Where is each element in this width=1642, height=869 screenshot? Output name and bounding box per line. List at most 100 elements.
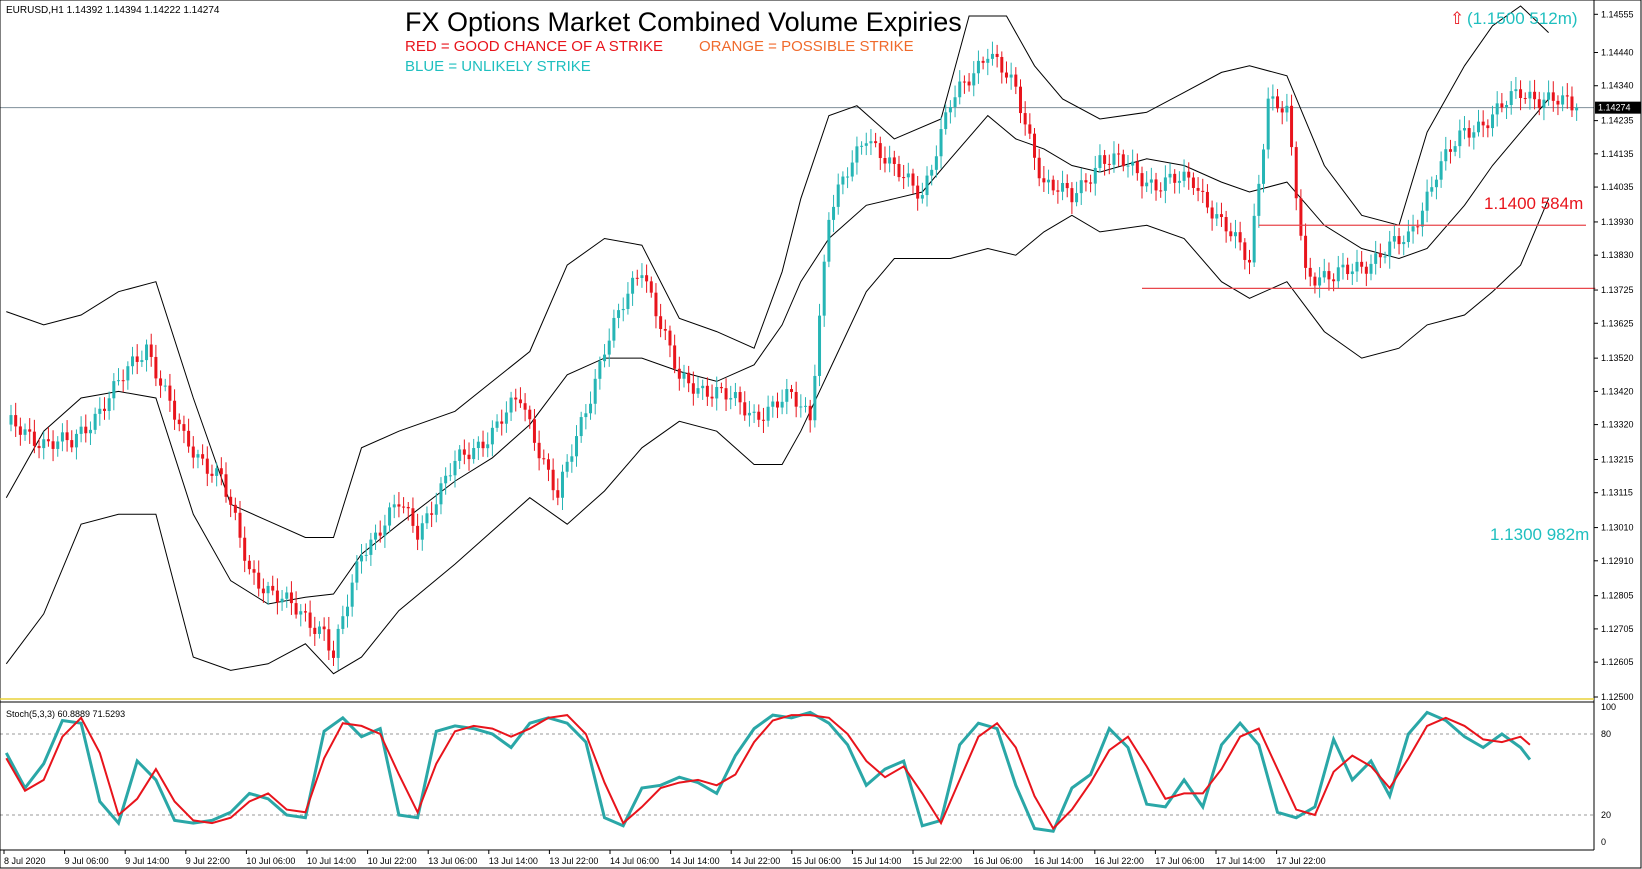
candle-body [1018,86,1022,114]
candle [729,385,733,410]
candle-body [1402,242,1406,245]
candle-body [1388,241,1392,257]
candle-body [738,392,742,403]
candle-body [1392,236,1396,242]
candle-body [1570,96,1574,111]
candle-body [1533,91,1537,100]
candle [794,381,798,418]
candle-body [1467,128,1471,138]
candle [916,175,920,211]
candle-body [981,60,985,63]
candle-body [747,412,751,416]
candle-body [1294,147,1298,199]
candle-body [402,506,406,508]
candle [173,389,177,430]
y-tick-label: 1.13320 [1601,420,1634,430]
candle [416,513,420,551]
candle-body [687,372,691,384]
candle [836,173,840,215]
candle [327,616,331,661]
x-tick-label: 10 Jul 14:00 [307,856,356,866]
candle [995,44,999,68]
candle-body [294,603,298,615]
candle [322,617,326,641]
candle [990,41,994,66]
candle-body [822,261,826,316]
candle [818,303,822,387]
candle-body [948,106,952,113]
candle [9,404,13,432]
candle [822,254,826,327]
candle-body [154,356,158,379]
candle-body [98,408,102,414]
candle [1514,76,1518,99]
candle-body [1047,179,1051,183]
candle [677,356,681,391]
candle-body [579,417,583,437]
candle [1065,174,1069,198]
candle [121,369,125,393]
candle-body [1121,154,1125,167]
candle-body [121,380,125,382]
candle [556,478,560,506]
candle-body [257,572,261,589]
candle-body [1495,103,1499,115]
candle [191,436,195,469]
candle-body [364,554,368,556]
candle [860,141,864,155]
candle [1093,155,1097,196]
candle-body [1346,264,1350,275]
candle [1495,91,1499,127]
candle [1276,88,1280,113]
candle-body [836,184,840,207]
candle-body [1126,165,1130,167]
candle [888,145,892,173]
candle-body [201,454,205,459]
candle-body [1514,89,1518,92]
candle [972,61,976,97]
candle [1318,267,1322,298]
candle-body [313,627,317,634]
candle-body [1360,261,1364,267]
candle-body [832,206,836,220]
candle-body [897,163,901,178]
candle-body [229,496,233,505]
candle [1159,182,1163,198]
candle [1519,80,1523,111]
candle-body [612,317,616,341]
candle [733,382,737,406]
candle [1247,249,1251,275]
stoch-label: Stoch(5,3,3) 60.8889 71.5293 [6,709,125,719]
candle-body [752,411,756,413]
candle [1075,181,1079,207]
candle [229,489,233,518]
candle [317,621,321,639]
candle-body [476,441,480,449]
candle-body [210,473,214,476]
candle-body [701,385,705,389]
candle [1570,86,1574,118]
candle-body [378,532,382,536]
candle [500,409,504,436]
candle [1374,240,1378,275]
candle-body [1542,99,1546,108]
candle-body [818,315,822,376]
candle-body [1528,91,1532,99]
candle [654,283,658,329]
candle [1121,149,1125,172]
candle-body [444,475,448,484]
candle [934,145,938,178]
candle [168,373,172,412]
legend-orange: ORANGE = POSSIBLE STRIKE [699,38,914,55]
candle-body [785,389,789,402]
candle [635,269,639,286]
candle-body [925,175,929,196]
candle-body [794,391,798,407]
candle-body [1271,96,1275,99]
candle [939,117,943,169]
candle [215,462,219,487]
x-tick-label: 17 Jul 22:00 [1277,856,1326,866]
candle-body [355,561,359,583]
candle [1299,189,1303,241]
candle-body [780,401,784,408]
